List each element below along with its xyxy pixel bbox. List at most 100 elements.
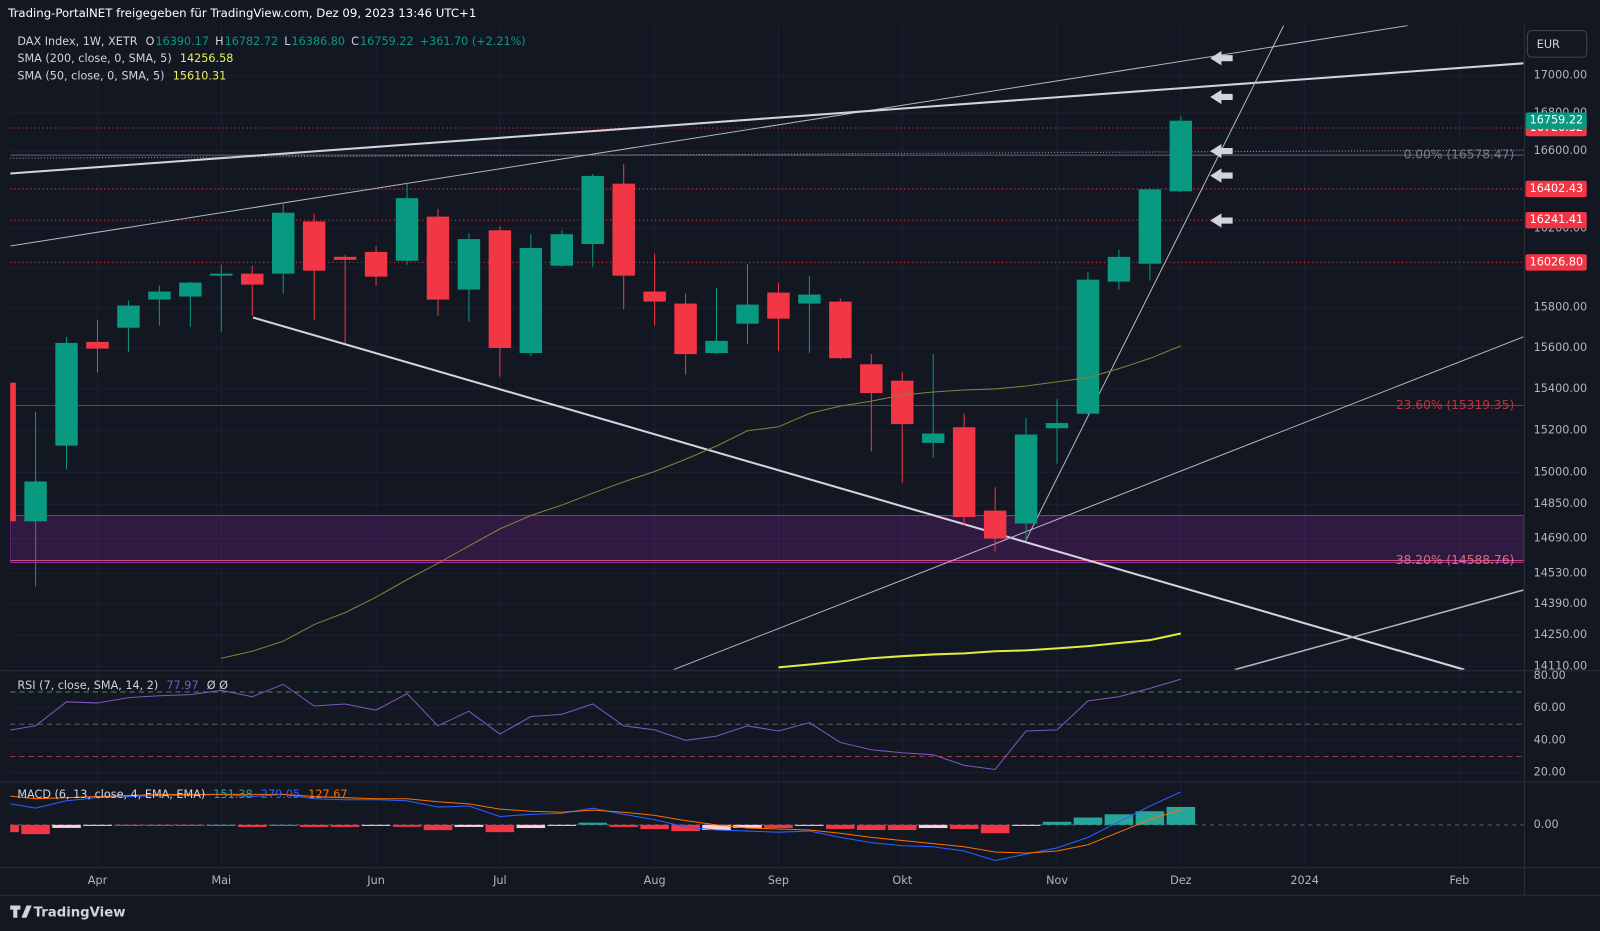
candle-body	[921, 433, 945, 443]
histogram-bar	[702, 824, 731, 831]
level-price-box	[1525, 180, 1587, 198]
legend-text: 15610.31	[173, 70, 227, 83]
histogram-bar	[268, 824, 298, 826]
histogram-bar	[237, 824, 267, 827]
last-price-box	[1525, 112, 1587, 129]
currency-label[interactable]: EUR	[1537, 38, 1560, 51]
candle-body	[550, 234, 574, 266]
histogram-bar	[671, 824, 700, 832]
moving-averages	[221, 345, 1182, 669]
last-price-label: 16759.22	[1530, 114, 1584, 127]
histogram-bar	[1135, 811, 1165, 825]
histogram-bar	[485, 824, 515, 833]
legend-text: DAX Index, 1W, XETR	[17, 35, 137, 48]
y-tick-label: 0.00	[1534, 818, 1559, 831]
candle-body	[148, 291, 171, 300]
x-tick-label: Apr	[88, 874, 108, 887]
histogram-bar	[980, 824, 1010, 834]
x-tick-label: Jun	[366, 874, 385, 887]
y-tick-label: 20.00	[1534, 766, 1566, 779]
level-price-label: 16026.80	[1530, 255, 1584, 268]
level-price-label: 16402.43	[1530, 182, 1584, 195]
legend-text: 16390.17	[156, 35, 210, 48]
histogram-bar	[145, 824, 174, 826]
y-tick-label: 14250.00	[1534, 628, 1588, 641]
legend-text: O	[146, 35, 155, 48]
histogram-bar	[10, 824, 19, 833]
legend-text: +361.70 (+2.21%)	[420, 35, 526, 48]
histogram-bar	[826, 824, 855, 829]
y-tick-label: 14530.00	[1534, 566, 1588, 579]
rsi-line	[10, 678, 1181, 771]
candle-body	[767, 292, 790, 319]
legend-text: C	[351, 35, 359, 48]
candle-body	[705, 340, 728, 354]
histogram-bar	[299, 824, 329, 827]
candle-body	[10, 382, 16, 522]
y-tick-label: 14390.00	[1534, 597, 1588, 610]
histogram-bar	[887, 824, 917, 831]
brand-name: TradingView	[34, 906, 126, 921]
x-tick-label: Nov	[1046, 874, 1068, 887]
legend-text: 279.05	[261, 788, 300, 801]
legend-text: 16386.80	[292, 35, 346, 48]
candle-body	[271, 212, 295, 274]
histogram-bar	[176, 824, 205, 826]
histogram-bar	[516, 824, 546, 829]
trendline	[10, 149, 1524, 159]
candle-body	[736, 304, 759, 324]
legend-text: 127.67	[308, 788, 347, 801]
histogram-bar	[733, 824, 762, 828]
legend-text: MACD (6, 13, close, 4, EMA, EMA)	[17, 788, 205, 801]
macd-line	[10, 791, 1182, 861]
arrow	[1210, 51, 1233, 66]
share-text: Trading-PortalNET freigegeben für Tradin…	[7, 6, 476, 20]
brand-logo	[10, 905, 32, 918]
arrow	[1210, 213, 1233, 228]
x-tick-label: Jul	[492, 874, 507, 887]
candle-body	[86, 341, 109, 349]
level-price-box	[1525, 254, 1587, 271]
level-price-box	[1525, 212, 1587, 229]
candle-body	[457, 239, 481, 290]
brand: TradingView	[10, 905, 126, 921]
candle-body	[241, 273, 264, 285]
y-tick-label: 17000.00	[1534, 68, 1588, 81]
candle-body	[1076, 279, 1100, 414]
sma-line	[778, 632, 1182, 669]
histogram-bar	[330, 824, 360, 827]
histogram-bar	[52, 824, 81, 828]
x-tick-label: Mai	[211, 874, 231, 887]
currency-button[interactable]	[1527, 30, 1588, 58]
legend-text: SMA (200, close, 0, SMA, 5)	[17, 52, 171, 65]
fib-label: 23.60% (15319.35)	[1396, 398, 1514, 412]
histogram-bar	[795, 824, 824, 826]
macd-pane	[10, 791, 1196, 861]
histogram-bar	[609, 824, 638, 827]
support-zone	[10, 515, 1524, 563]
y-tick-label: 80.00	[1534, 669, 1566, 682]
trendline	[252, 316, 1465, 670]
histogram-bar	[1166, 806, 1196, 825]
histogram-bar	[21, 824, 50, 835]
y-tick-label: 40.00	[1534, 733, 1566, 746]
candle-body	[674, 303, 697, 355]
trendline	[673, 336, 1524, 670]
candle-body	[302, 221, 326, 271]
histogram-bar	[640, 824, 669, 830]
y-tick-label: 15400.00	[1534, 382, 1588, 395]
candle-body	[1045, 423, 1069, 429]
legend-text: 16782.72	[225, 35, 279, 48]
candle-body	[519, 247, 543, 354]
candle-body	[1107, 256, 1131, 282]
x-tick-label: Sep	[768, 874, 789, 887]
histogram-bar	[361, 824, 391, 826]
histogram-bar	[918, 824, 948, 829]
candle-body	[426, 216, 450, 300]
histogram-bar	[392, 824, 422, 827]
histogram-bar	[949, 824, 979, 829]
level-price-label: 16241.41	[1530, 213, 1584, 226]
y-tick-label: 14690.00	[1534, 532, 1588, 545]
y-tick-label: 15600.00	[1534, 341, 1588, 354]
legend-text: 151.38	[213, 788, 252, 801]
